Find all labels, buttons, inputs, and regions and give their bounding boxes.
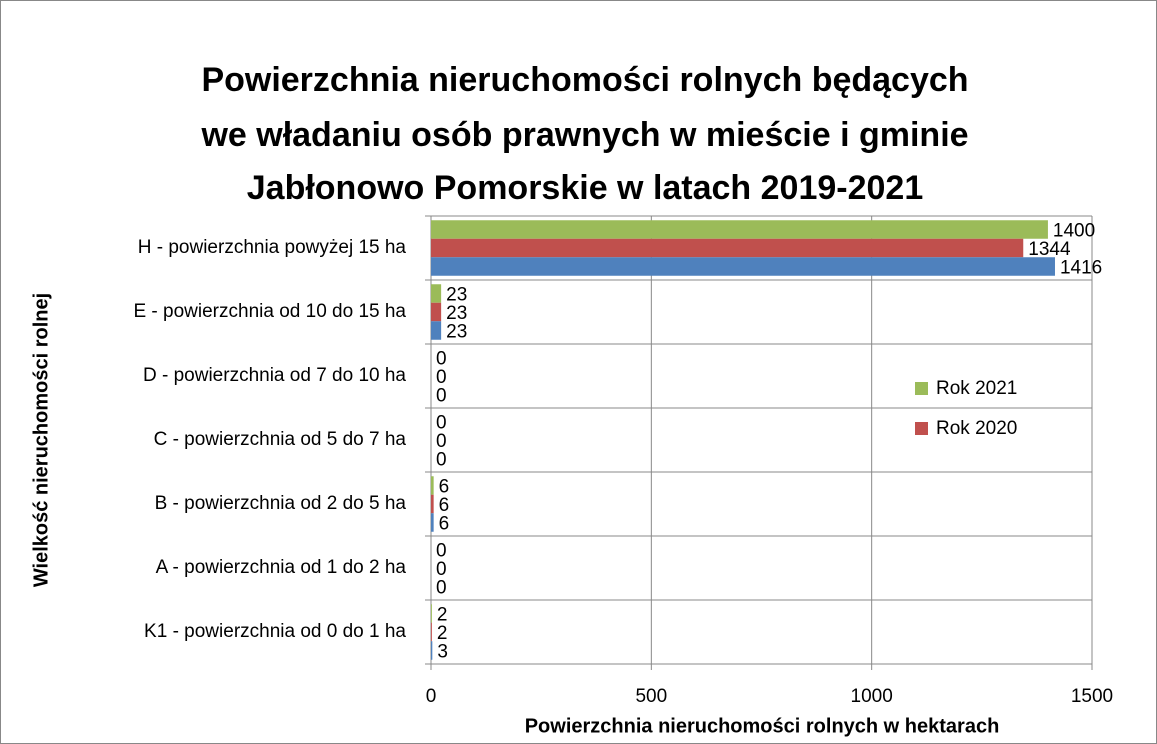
data-label: 1400	[1053, 221, 1095, 242]
y-tick-label: A - powierzchnia od 1 do 2 ha	[156, 557, 407, 578]
data-label: 6	[439, 495, 450, 516]
legend-swatch	[915, 422, 928, 435]
legend-swatch	[915, 382, 928, 395]
data-label: 6	[439, 514, 450, 535]
legend-label: Rok 2020	[936, 418, 1017, 439]
data-label: 6	[439, 477, 450, 498]
bar	[431, 257, 1055, 276]
x-tick-label: 0	[426, 686, 437, 707]
y-tick-label: H - powierzchnia powyżej 15 ha	[138, 237, 407, 258]
y-tick-label: C - powierzchnia od 5 do 7 ha	[154, 429, 407, 450]
data-label: 2	[437, 605, 448, 626]
legend-label: Rok 2021	[936, 378, 1017, 399]
bar	[431, 238, 1024, 258]
chart-title: Jabłonowo Pomorskie w latach 2019-2021	[247, 169, 924, 207]
bar	[431, 513, 434, 532]
chart-title: we władaniu osób prawnych w mieście i gm…	[200, 116, 968, 154]
bar	[431, 641, 433, 660]
y-tick-label: D - powierzchnia od 7 do 10 ha	[143, 365, 406, 386]
data-label: 0	[436, 386, 447, 407]
data-label: 0	[436, 367, 447, 388]
data-label: 0	[436, 541, 447, 562]
data-label: 0	[436, 559, 447, 580]
x-axis-title: Powierzchnia nieruchomości rolnych w hek…	[525, 715, 1000, 737]
data-label: 23	[446, 322, 467, 343]
data-label: 23	[446, 285, 467, 306]
bar	[431, 622, 432, 642]
x-tick-label: 500	[635, 686, 667, 707]
bar	[431, 476, 434, 495]
bar	[431, 284, 442, 303]
bar	[431, 302, 442, 322]
data-label: 1344	[1028, 239, 1071, 260]
data-label: 0	[436, 349, 447, 370]
x-tick-label: 1500	[1071, 686, 1113, 707]
data-label: 0	[436, 578, 447, 599]
y-axis-title: Wielkość nieruchomości rolnej	[30, 293, 52, 587]
data-label: 0	[436, 450, 447, 471]
chart-title: Powierzchnia nieruchomości rolnych będąc…	[201, 61, 968, 99]
data-label: 23	[446, 303, 467, 324]
bar	[431, 494, 434, 514]
x-tick-label: 1000	[851, 686, 893, 707]
data-label: 1416	[1060, 258, 1102, 279]
data-label: 3	[437, 642, 448, 663]
y-tick-label: B - powierzchnia od 2 do 5 ha	[155, 493, 407, 514]
data-label: 0	[436, 413, 447, 434]
bar	[431, 321, 442, 340]
y-tick-label: E - powierzchnia od 10 do 15 ha	[133, 301, 406, 322]
bar	[431, 220, 1048, 239]
y-tick-label: K1 - powierzchnia od 0 do 1 ha	[144, 621, 406, 642]
data-label: 0	[436, 431, 447, 452]
bar	[431, 604, 432, 623]
data-label: 2	[437, 623, 448, 644]
